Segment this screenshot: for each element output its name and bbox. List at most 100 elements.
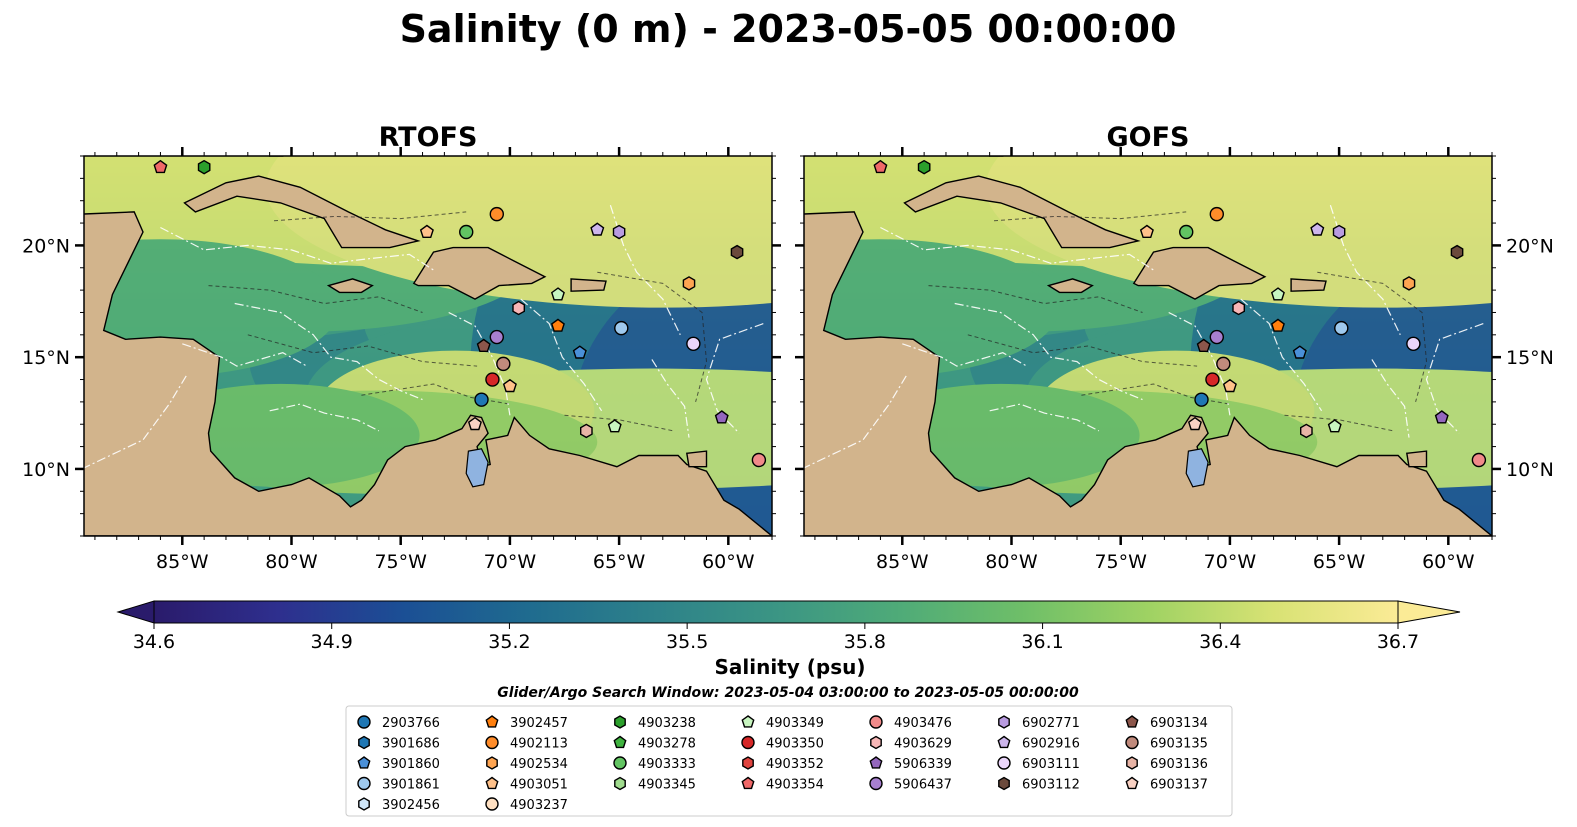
panel-title: RTOFS [379, 122, 478, 153]
legend-item-4903629: 4903629 [870, 735, 952, 752]
eez-boundary [1168, 311, 1231, 416]
map-frame [83, 155, 773, 537]
float-marker-4903349 [1327, 419, 1342, 433]
legend-marker [998, 715, 1010, 729]
y-tick-label: 10°N [1506, 459, 1554, 481]
legend-marker [1125, 735, 1139, 750]
eez-boundary [609, 205, 681, 336]
colorbar-tick-label: 34.6 [133, 631, 175, 653]
legend-marker [357, 776, 371, 791]
land-trinidad [685, 450, 708, 468]
legend-marker [1126, 756, 1138, 770]
legend-item-4903350: 4903350 [741, 735, 824, 752]
legend-item-3902457: 3902457 [485, 715, 568, 731]
map-panel-rtofs: RTOFS 85°W 80°W 75°W 70°W 65°W 60°W 10°N 15°N 20°… [22, 122, 781, 573]
land-jamaica [326, 278, 374, 294]
x-tick-label: 60°W [702, 551, 755, 573]
y-tick-label: 20°N [22, 235, 70, 257]
legend-label: 3902457 [510, 716, 568, 731]
colorbar-ticks: 34.6 34.9 35.2 35.5 35.8 36.1 36.4 36.7 [133, 623, 1419, 653]
legend-marker [358, 735, 370, 750]
float-marker-4903350 [485, 372, 500, 387]
legend-label: 6902916 [1022, 737, 1080, 752]
colorbar-tick-label: 36.7 [1377, 631, 1419, 653]
float-marker-2903766 [1194, 392, 1209, 407]
legend-item-3902456: 3902456 [358, 797, 440, 813]
legend-item-4903352: 4903352 [742, 756, 824, 772]
float-marker-6903111 [1406, 336, 1421, 351]
eez-boundary [448, 311, 511, 416]
legend-item-4903238: 4903238 [614, 715, 696, 731]
legend-label: 6903137 [1150, 778, 1208, 793]
legend-marker [1125, 715, 1139, 728]
float-marker-4903354 [873, 159, 888, 174]
bathymetry-contour [1284, 414, 1394, 432]
x-tick-label: 65°W [1313, 551, 1366, 573]
float-marker-6903137 [1187, 416, 1202, 431]
legend-label: 4903345 [638, 778, 696, 793]
legend-marker [869, 715, 883, 729]
x-tick-label: 70°W [1204, 551, 1257, 573]
land-hispaniola [412, 246, 547, 300]
legend-marker [486, 756, 498, 770]
x-tick-label: 80°W [985, 551, 1038, 573]
bathymetry-contour [273, 211, 467, 222]
legend-marker [613, 756, 627, 770]
y-tick-label: 15°N [1506, 347, 1554, 369]
colorbar-tick-label: 35.2 [488, 631, 530, 653]
legend-label: 4903476 [894, 716, 952, 731]
legend-label: 6903134 [1150, 716, 1208, 731]
float-marker-4903051 [1139, 224, 1154, 239]
float-marker-6902771 [1332, 224, 1346, 240]
legend-item-3901860: 3901860 [357, 756, 440, 772]
float-marker-4902113 [489, 206, 504, 222]
float-marker-4903051 [419, 224, 434, 239]
legend-item-3901861: 3901861 [357, 776, 440, 793]
float-marker-6902771 [612, 224, 626, 240]
x-tick-label: 80°W [265, 551, 318, 573]
legend-label: 4902534 [510, 757, 568, 772]
float-marker-4903350 [1205, 372, 1220, 387]
float-marker-6903134 [476, 338, 491, 352]
legend-item-6902771: 6902771 [998, 715, 1080, 731]
legend-marker [741, 735, 755, 750]
x-tick-label: 85°W [156, 551, 209, 573]
eez-boundary [1371, 359, 1410, 438]
legend-marker [869, 756, 883, 769]
eez-boundary [651, 359, 690, 438]
legend-item-4903345: 4903345 [614, 776, 696, 793]
legend-marker [869, 776, 883, 791]
legend-marker [614, 776, 626, 791]
land-hispaniola [1132, 246, 1267, 300]
legend-label: 2903766 [382, 716, 440, 731]
legend-label: 6902771 [1022, 716, 1080, 731]
float-marker-4903476 [751, 452, 767, 468]
colorbar-tick-label: 36.1 [1021, 631, 1063, 653]
float-marker-6902916 [590, 222, 605, 236]
legend-item-3901686: 3901686 [358, 735, 440, 752]
legend-label: 4903629 [894, 737, 952, 752]
float-marker-5906339 [1434, 410, 1449, 424]
float-marker-6903112 [730, 244, 744, 260]
y-tick-label: 15°N [22, 347, 70, 369]
legend-item-6903111: 6903111 [997, 756, 1080, 772]
land-central-america [804, 211, 1492, 536]
legend-marker [357, 715, 371, 729]
legend-marker [358, 797, 370, 811]
land-florida [269, 156, 284, 157]
legend-marker [485, 797, 499, 811]
float-marker-4903349 [550, 287, 565, 301]
y-tick-label: 10°N [22, 459, 70, 481]
legend-marker [870, 735, 882, 750]
float-marker-5906339 [714, 410, 729, 424]
float-marker-6903134 [1196, 338, 1211, 352]
land-trinidad [1405, 450, 1428, 468]
colorbar-extend-min [116, 600, 155, 624]
legend-marker [485, 715, 499, 728]
eez-boundary [880, 226, 1154, 271]
float-markers [873, 159, 1487, 468]
eez-boundary [1240, 298, 1323, 412]
float-marker-3901861 [614, 320, 629, 336]
bathymetry-contour [597, 271, 708, 403]
eez-boundary [182, 343, 308, 367]
